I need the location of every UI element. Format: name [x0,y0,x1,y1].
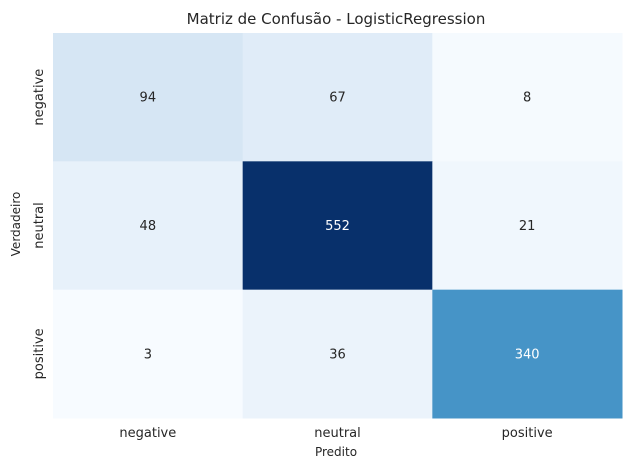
heatmap-value-labels: 94 67 8 48 552 21 3 36 340 [140,91,540,363]
heatmap-cell-negative-neutral [242,33,433,162]
cell-value-label: 3 [144,347,152,362]
heatmap-cell-neutral-positive [432,161,623,291]
y-tick-neutral: neutral [32,202,47,249]
cell-value-label: 552 [325,219,350,234]
cell-value-label: 94 [140,91,157,106]
x-tick-labels: negative neutral positive [119,426,552,441]
chart-title: Matriz de Confusão - LogisticRegression [187,10,486,28]
heatmap-cell-positive-negative [53,289,244,419]
heatmap-cells [53,33,623,419]
heatmap-cell-positive-neutral [242,289,433,419]
heatmap-cell-neutral-neutral [242,161,433,291]
heatmap-cell-neutral-negative [53,161,244,291]
x-axis-label: Predito [315,445,357,459]
heatmap-cell-positive-positive [432,289,623,419]
x-tick-neutral: neutral [314,426,361,441]
y-tick-positive: positive [32,328,47,379]
cell-value-label: 67 [329,91,346,106]
heatmap-cell-negative-positive [432,33,623,162]
y-tick-negative: negative [32,69,47,126]
heatmap-cell-negative-negative [53,33,244,162]
cell-value-label: 340 [515,347,540,362]
y-tick-labels: negative neutral positive [32,69,47,380]
cell-value-label: 8 [523,91,531,106]
cell-value-label: 48 [140,219,157,234]
cell-value-label: 36 [329,347,346,362]
cell-value-label: 21 [519,219,536,234]
x-tick-negative: negative [119,426,176,441]
y-axis-label: Verdadeiro [9,192,23,257]
x-tick-positive: positive [502,426,553,441]
